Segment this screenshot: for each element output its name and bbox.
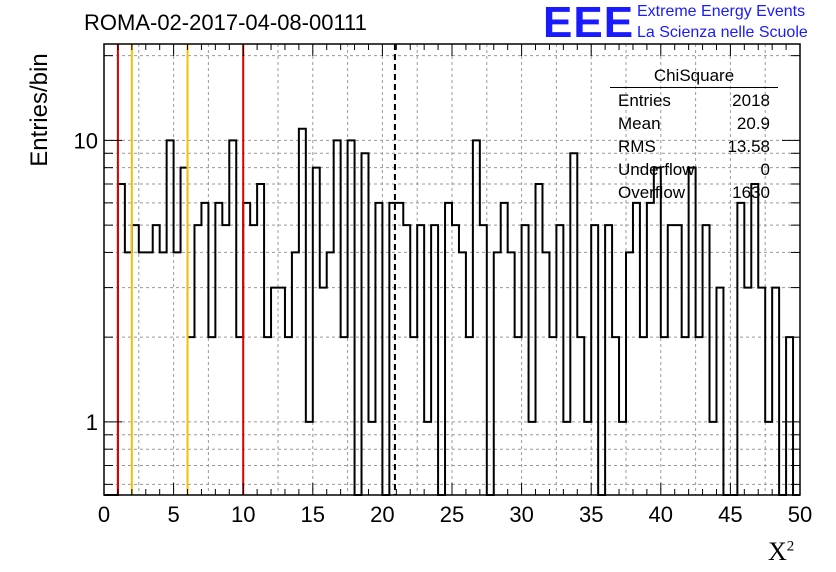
eee-logo: EEE — [543, 0, 635, 47]
x-axis-label-base: X — [768, 537, 787, 566]
stats-row-rms: RMS 13.58 — [610, 135, 778, 158]
x-tick-label: 35 — [579, 502, 603, 527]
x-tick-label: 40 — [649, 502, 673, 527]
x-tick-label: 25 — [440, 502, 464, 527]
stats-value: 20.9 — [736, 114, 770, 133]
x-tick-label: 50 — [788, 502, 812, 527]
stats-value: 2018 — [732, 91, 770, 110]
stats-box: ChiSquare Entries 2018 Mean 20.9 RMS 13.58 … — [610, 66, 778, 204]
chart-title: ROMA-02-2017-04-08-00111 — [84, 10, 367, 35]
stats-label: Underflow — [618, 160, 695, 179]
x-tick-label: 15 — [301, 502, 325, 527]
stats-label: RMS — [618, 137, 656, 156]
x-tick-label: 30 — [509, 502, 533, 527]
x-axis-label-sup: 2 — [786, 538, 795, 555]
stats-label: Entries — [618, 91, 671, 110]
x-axis-label: X2 — [768, 537, 794, 567]
y-axis-label: Entries/bin — [26, 53, 53, 167]
logo-line2: La Scienza nelle Scuole — [637, 24, 808, 41]
x-tick-label: 10 — [231, 502, 255, 527]
y-tick-label: 10 — [74, 128, 98, 153]
stats-row-mean: Mean 20.9 — [610, 112, 778, 135]
stats-label: Overflow — [618, 183, 686, 202]
stats-value: 1630 — [732, 183, 770, 202]
logo-line1: Extreme Energy Events — [637, 3, 806, 20]
stats-value: 0 — [760, 160, 770, 179]
stats-label: Mean — [618, 114, 661, 133]
x-tick-label: 5 — [167, 502, 179, 527]
y-tick-label: 1 — [86, 410, 98, 435]
x-tick-label: 20 — [370, 502, 394, 527]
stats-title: ChiSquare — [610, 66, 778, 88]
x-tick-label: 45 — [718, 502, 742, 527]
histogram-series — [104, 127, 800, 496]
stats-row-underflow: Underflow 0 — [610, 158, 778, 181]
x-tick-label: 0 — [98, 502, 110, 527]
stats-value: 13.58 — [727, 137, 770, 156]
stats-row-entries: Entries 2018 — [610, 89, 778, 112]
stats-row-overflow: Overflow 1630 — [610, 181, 778, 204]
